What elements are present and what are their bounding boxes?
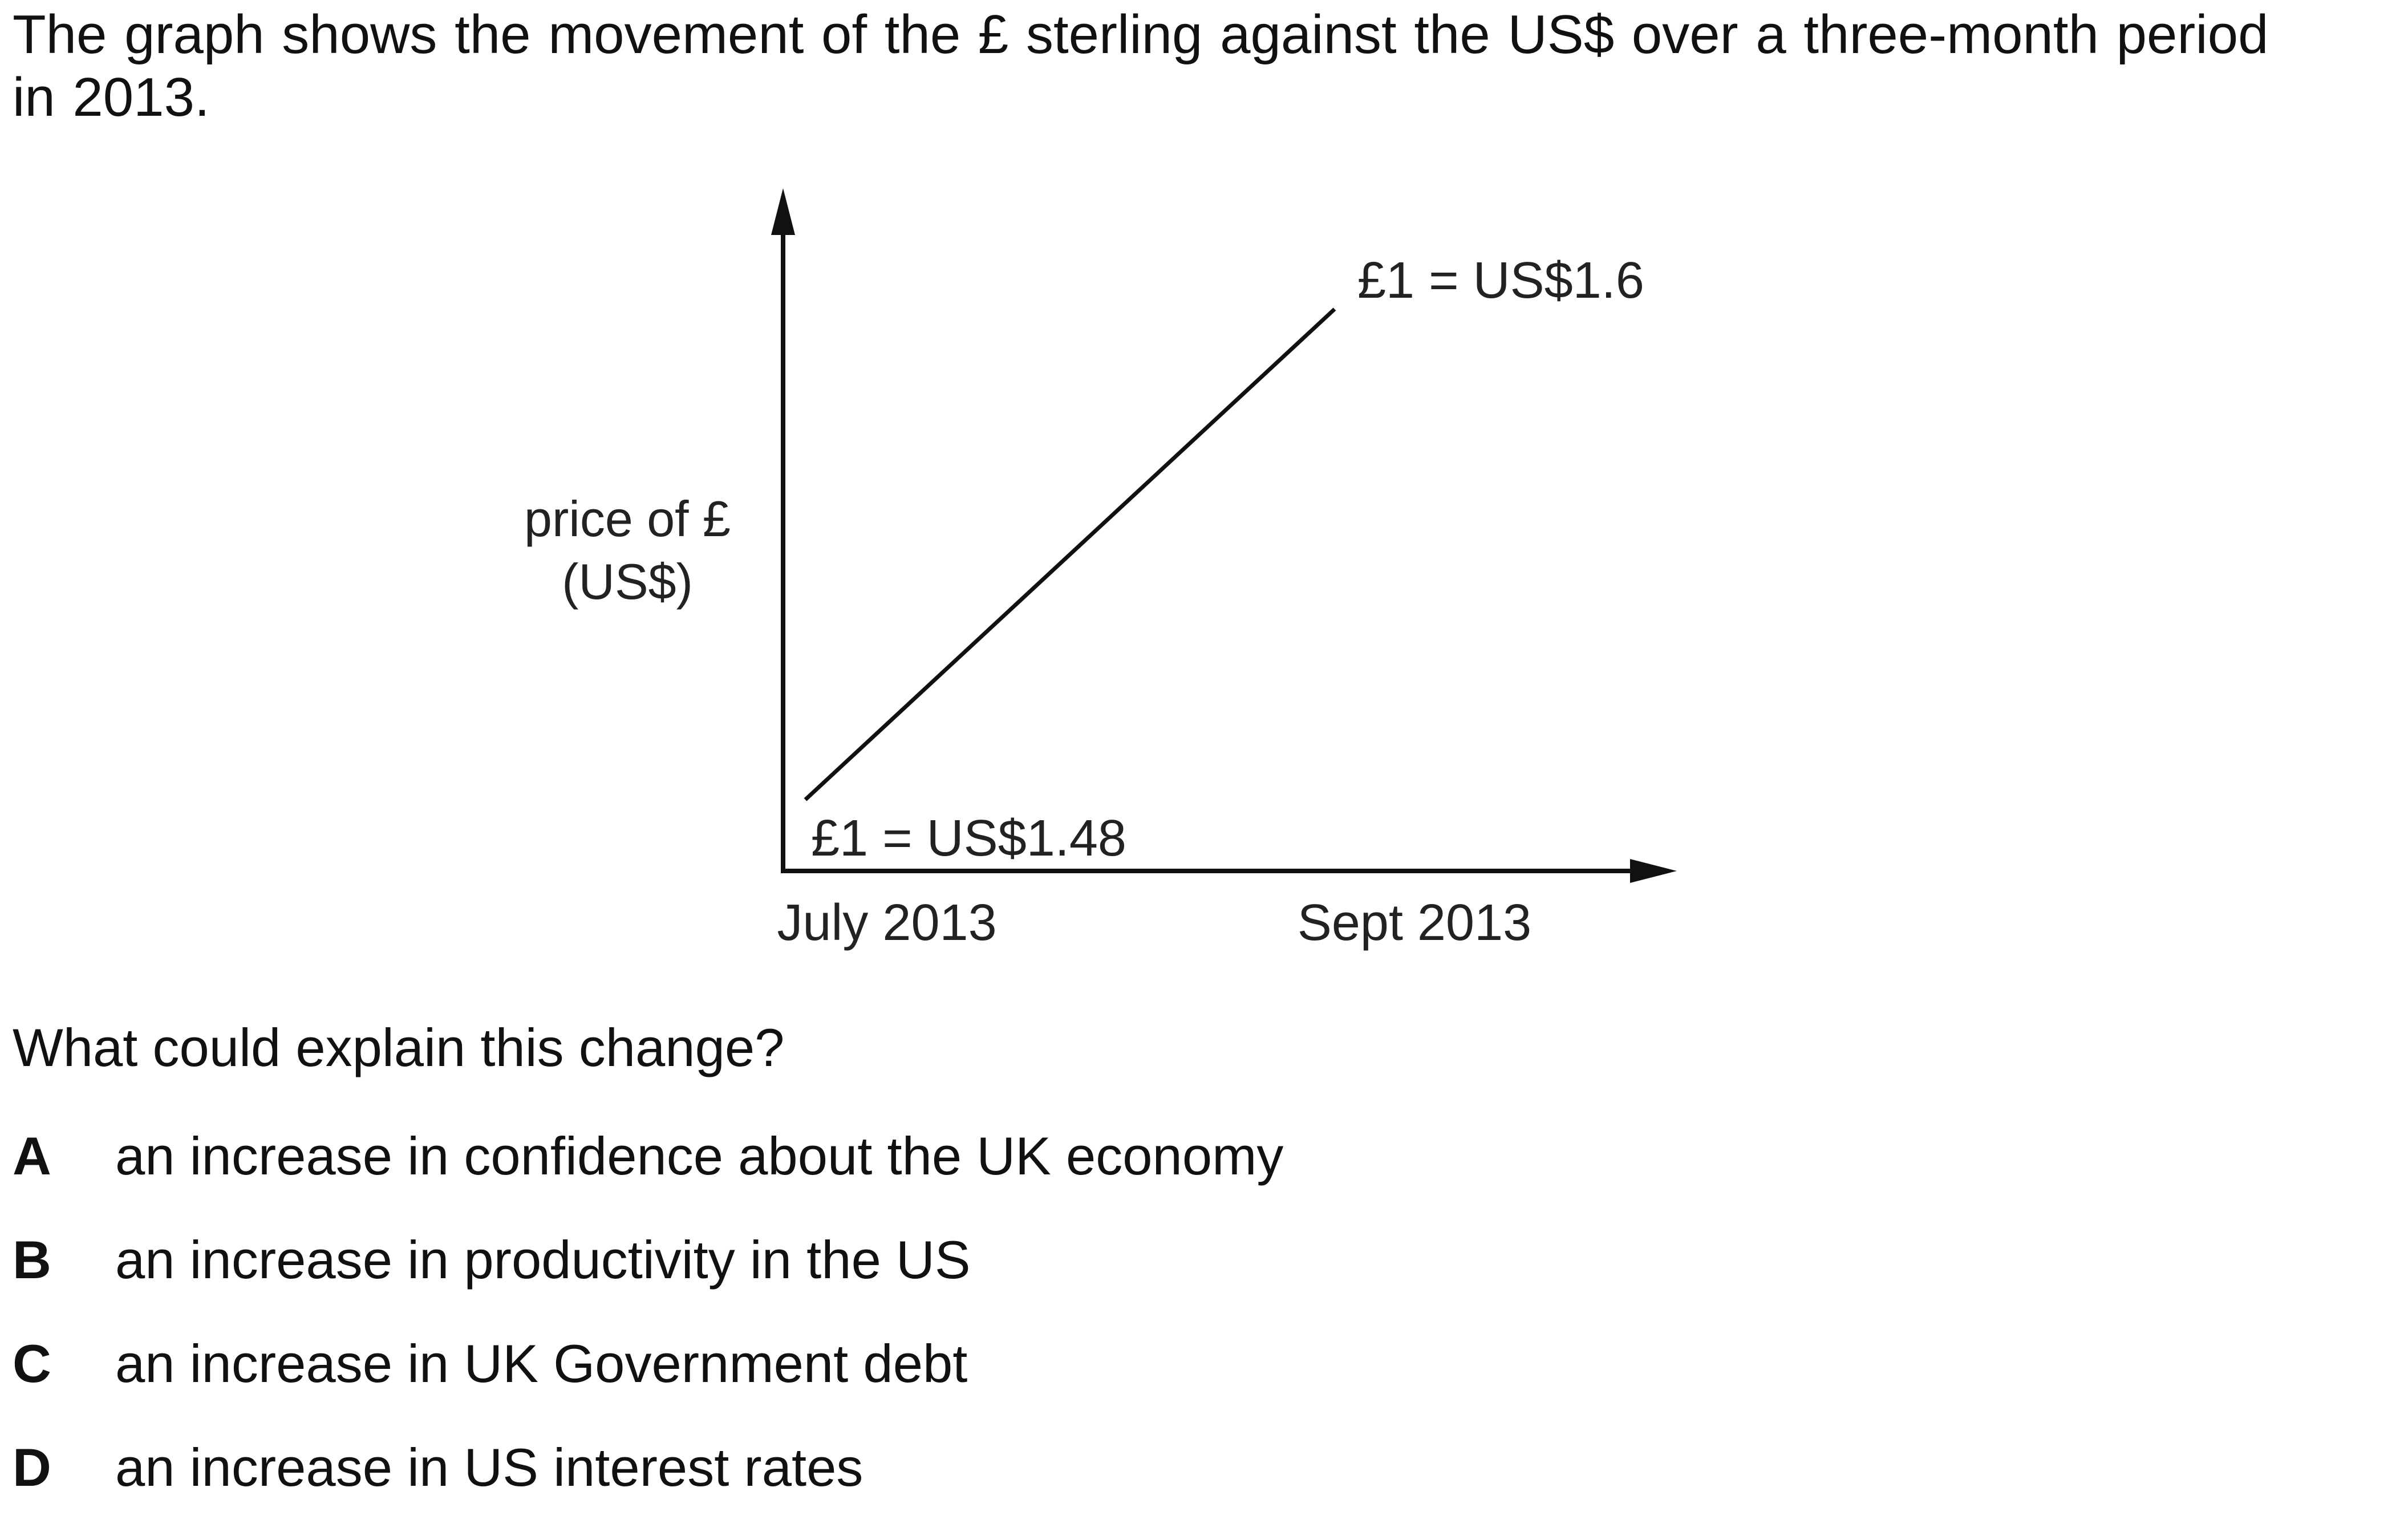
x-tick-label-end: Sept 2013: [1298, 894, 1531, 951]
question-prompt: What could explain this change?: [13, 1018, 785, 1077]
option-text: an increase in US interest rates: [115, 1437, 863, 1497]
option-letter: D: [13, 1437, 51, 1497]
start-value-annotation: £1 = US$1.48: [811, 810, 1126, 867]
option-letter: C: [13, 1334, 51, 1393]
option-letter: A: [13, 1126, 51, 1186]
trend-line: [804, 307, 1336, 801]
option-text: an increase in productivity in the US: [115, 1230, 971, 1290]
option-text: an increase in UK Government debt: [115, 1334, 968, 1393]
option-letter: B: [13, 1230, 51, 1290]
exchange-rate-graph: price of £ (US$) July 2013 Sept 2013 £1 …: [524, 188, 1677, 951]
y-axis-label-line2: (US$): [562, 553, 693, 610]
question-stem: The graph shows the movement of the £ st…: [13, 4, 2269, 128]
x-tick-label-start: July 2013: [777, 894, 996, 951]
x-axis-arrowhead: [1630, 859, 1677, 883]
option-text: an increase in confidence about the UK e…: [115, 1126, 1284, 1186]
y-axis-label-line1: price of £: [524, 491, 731, 547]
y-axis-arrowhead: [771, 188, 795, 235]
end-value-annotation: £1 = US$1.6: [1357, 252, 1644, 309]
